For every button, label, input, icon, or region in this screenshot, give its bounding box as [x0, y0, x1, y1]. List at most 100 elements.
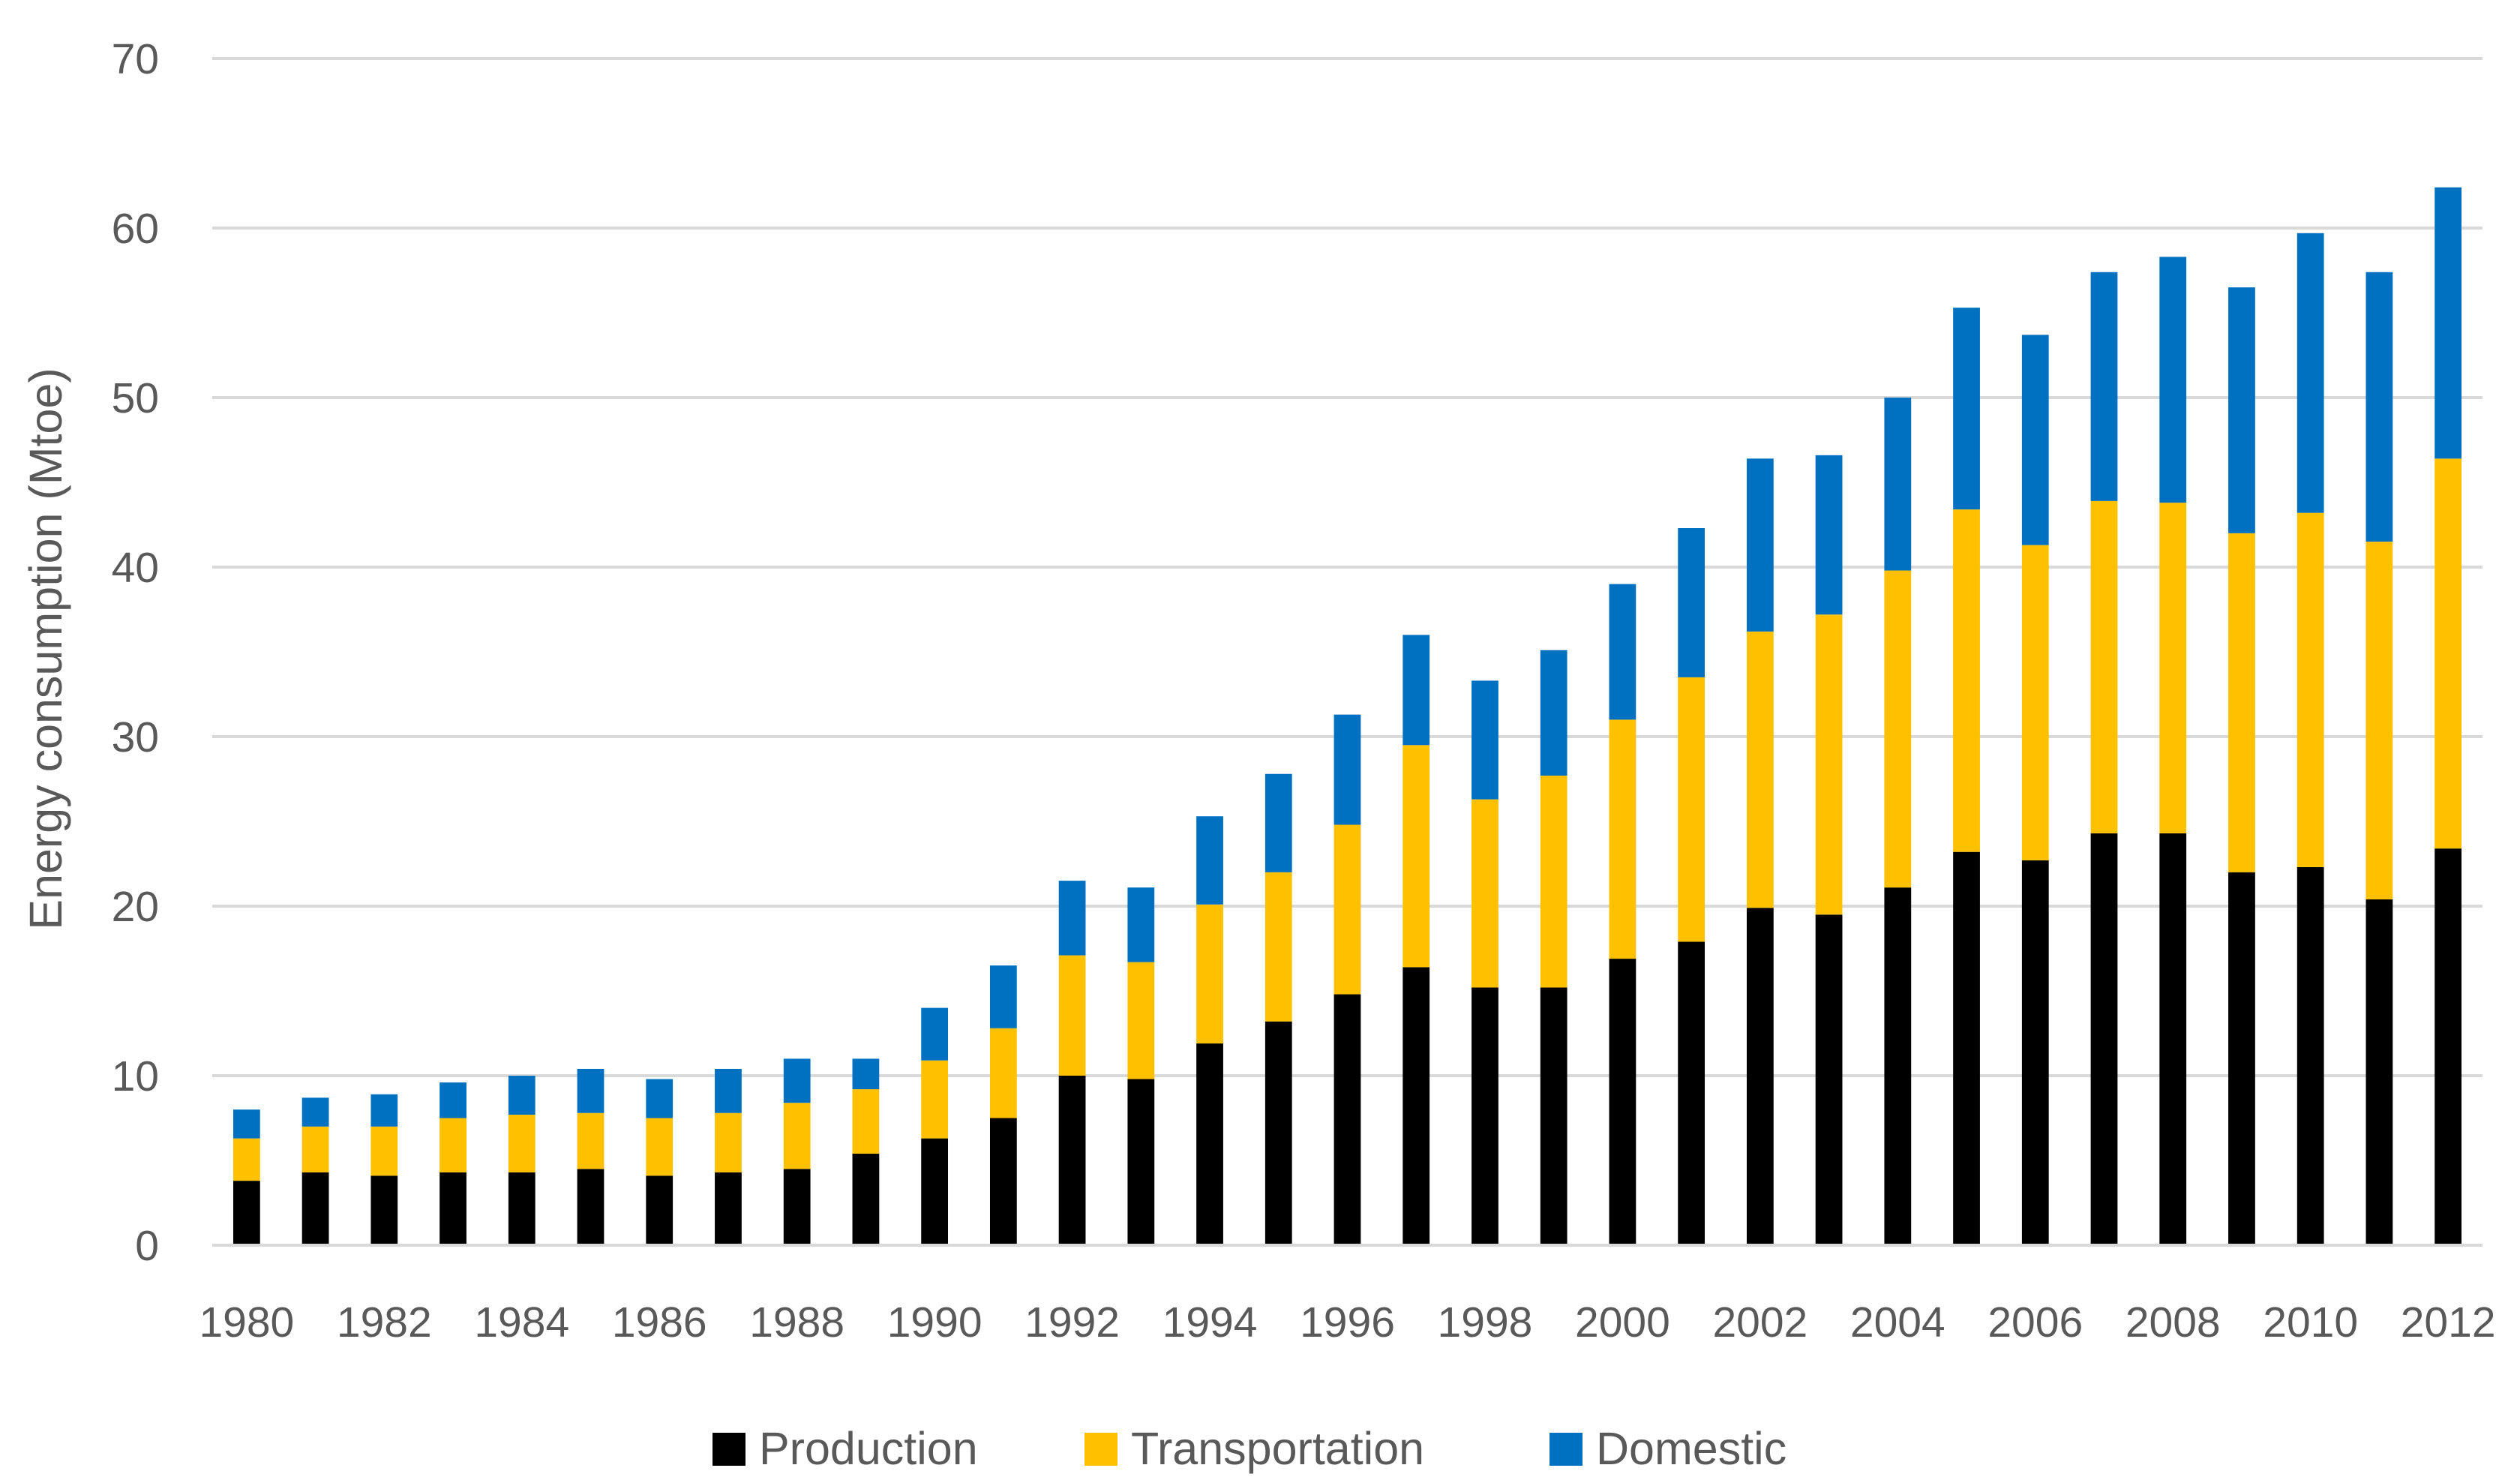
bar-group-1993 — [1127, 887, 1155, 1245]
y-tick-label: 20 — [112, 883, 159, 931]
bar-transportation-1997 — [1402, 745, 1430, 968]
bar-transportation-2011 — [2366, 542, 2393, 899]
bar-transportation-1981 — [302, 1126, 329, 1172]
bar-transportation-2007 — [2090, 500, 2118, 833]
bar-transportation-1983 — [440, 1118, 466, 1172]
x-tick-label: 1998 — [1438, 1298, 1533, 1346]
x-tick-label: 1990 — [887, 1298, 982, 1346]
bar-domestic-2011 — [2366, 272, 2393, 542]
bar-transportation-2004 — [1884, 570, 1912, 888]
bar-production-1992 — [1058, 1076, 1086, 1245]
bar-group-1984 — [508, 1076, 536, 1245]
bar-domestic-1993 — [1127, 887, 1155, 962]
bar-production-1997 — [1402, 967, 1430, 1245]
bar-domestic-1981 — [302, 1097, 329, 1127]
x-tick-label: 2002 — [1712, 1298, 1808, 1346]
x-tick-label: 1992 — [1024, 1298, 1120, 1346]
bar-production-2001 — [1678, 941, 1706, 1245]
bar-domestic-2003 — [1815, 455, 1843, 615]
bar-group-1982 — [370, 1094, 398, 1245]
bar-production-1985 — [577, 1169, 604, 1245]
bar-domestic-1991 — [989, 965, 1017, 1028]
bar-group-2003 — [1815, 455, 1843, 1245]
bar-domestic-1987 — [715, 1068, 742, 1113]
bar-transportation-1988 — [783, 1103, 811, 1169]
legend: Production Transportation Domestic — [712, 1423, 1786, 1474]
bar-domestic-1983 — [440, 1082, 466, 1118]
x-tick-label: 2000 — [1575, 1298, 1670, 1346]
bar-domestic-1989 — [852, 1058, 880, 1090]
bar-domestic-1994 — [1196, 816, 1223, 905]
bar-group-2000 — [1609, 584, 1636, 1245]
bar-domestic-2006 — [2021, 335, 2049, 545]
legend-label-domestic: Domestic — [1596, 1423, 1786, 1474]
y-tick-label: 60 — [112, 205, 159, 253]
bar-transportation-1994 — [1196, 904, 1223, 1044]
x-tick-label: 1988 — [749, 1298, 844, 1346]
bar-transportation-1982 — [370, 1126, 398, 1176]
bar-group-1995 — [1264, 773, 1292, 1245]
bar-group-1987 — [715, 1068, 742, 1245]
bar-group-2001 — [1678, 528, 1706, 1245]
bar-production-1996 — [1334, 994, 1361, 1245]
bar-transportation-2010 — [2296, 512, 2324, 868]
bar-production-1988 — [783, 1169, 811, 1245]
bar-production-1980 — [232, 1181, 260, 1245]
bar-production-1987 — [715, 1172, 742, 1245]
bar-group-1981 — [302, 1097, 329, 1245]
bar-group-1992 — [1058, 881, 1086, 1245]
y-tick-label: 30 — [112, 713, 159, 761]
bar-production-1993 — [1127, 1079, 1155, 1245]
bar-transportation-1993 — [1127, 962, 1155, 1079]
bar-production-2012 — [2434, 848, 2462, 1245]
bar-group-1985 — [577, 1068, 604, 1245]
bar-transportation-1984 — [508, 1114, 536, 1172]
bar-domestic-1999 — [1540, 650, 1568, 776]
x-tick-label: 1982 — [337, 1298, 432, 1346]
bar-production-2006 — [2021, 860, 2049, 1245]
y-tick-label: 40 — [112, 544, 159, 592]
bar-production-1983 — [440, 1172, 466, 1245]
bar-domestic-2000 — [1609, 584, 1636, 720]
bar-production-2002 — [1746, 908, 1774, 1245]
bar-domestic-1995 — [1264, 773, 1292, 872]
bar-production-2011 — [2366, 899, 2393, 1245]
bar-production-1989 — [852, 1153, 880, 1245]
x-tick-label: 2004 — [1850, 1298, 1946, 1346]
bar-production-1984 — [508, 1172, 536, 1245]
bar-production-1990 — [921, 1138, 949, 1245]
bar-production-1995 — [1264, 1021, 1292, 1245]
bar-group-1999 — [1540, 650, 1568, 1245]
legend-item-domestic: Domestic — [1550, 1423, 1786, 1474]
bar-transportation-2009 — [2228, 533, 2255, 872]
bar-transportation-2001 — [1678, 677, 1706, 942]
bar-transportation-1999 — [1540, 775, 1568, 988]
bar-group-2008 — [2159, 257, 2187, 1245]
legend-label-transportation: Transportation — [1131, 1423, 1424, 1474]
bar-transportation-2008 — [2159, 503, 2187, 833]
bar-domestic-1996 — [1334, 714, 1361, 825]
legend-item-production: Production — [712, 1423, 978, 1474]
bar-production-2009 — [2228, 872, 2255, 1245]
bar-group-1997 — [1402, 635, 1430, 1245]
bar-production-2005 — [1953, 851, 1980, 1245]
bar-group-2002 — [1746, 458, 1774, 1245]
bar-domestic-1984 — [508, 1076, 536, 1115]
x-tick-label: 1984 — [474, 1298, 569, 1346]
bar-domestic-2009 — [2228, 287, 2255, 533]
bar-production-1981 — [302, 1172, 329, 1245]
bar-domestic-1986 — [646, 1079, 674, 1118]
bar-domestic-1980 — [232, 1109, 260, 1139]
bar-group-1998 — [1472, 680, 1498, 1245]
bar-group-1986 — [646, 1079, 674, 1245]
bar-group-2012 — [2434, 187, 2462, 1245]
legend-item-transportation: Transportation — [1084, 1423, 1424, 1474]
bar-production-1994 — [1196, 1043, 1223, 1245]
axes: 0 10 20 30 40 50 60 70 1980 1982 1984 1986 1988 1990 1… — [112, 35, 2496, 1346]
bar-domestic-2010 — [2296, 233, 2324, 513]
bar-transportation-2002 — [1746, 631, 1774, 908]
bar-group-1983 — [440, 1082, 466, 1245]
bars — [232, 187, 2462, 1245]
